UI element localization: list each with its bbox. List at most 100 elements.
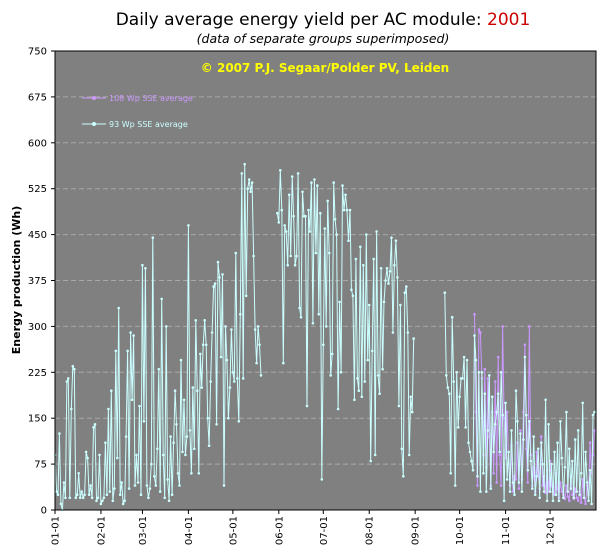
data-point	[449, 472, 453, 475]
data-point	[259, 374, 263, 377]
data-point	[215, 423, 218, 426]
data-point	[476, 475, 479, 478]
y-tick-label: 600	[28, 138, 47, 149]
data-point	[188, 429, 192, 432]
data-point	[107, 407, 110, 411]
data-point	[193, 447, 196, 451]
legend-marker	[92, 96, 96, 100]
data-point	[593, 429, 596, 432]
data-point	[120, 481, 123, 484]
data-point	[501, 325, 504, 328]
data-point	[129, 331, 132, 334]
y-tick-label: 525	[28, 184, 47, 195]
data-point	[185, 435, 189, 438]
data-point	[216, 260, 220, 264]
data-point	[526, 468, 530, 472]
data-point	[405, 285, 408, 288]
data-point	[296, 172, 300, 175]
data-point	[376, 374, 380, 377]
data-point	[197, 472, 201, 475]
y-axis-label: Energy production (Wh)	[10, 206, 23, 354]
data-point	[347, 239, 350, 242]
data-point	[130, 398, 134, 402]
data-point	[151, 236, 155, 239]
data-point	[133, 484, 137, 487]
data-point	[160, 297, 163, 301]
data-point	[114, 349, 118, 353]
data-point	[77, 472, 80, 475]
x-tick-label: 05-01	[228, 516, 239, 545]
data-point	[384, 279, 387, 282]
data-point	[178, 484, 181, 487]
data-point	[117, 306, 120, 310]
data-point	[182, 398, 186, 402]
data-point	[153, 475, 156, 478]
data-point	[513, 493, 516, 497]
data-point	[590, 502, 593, 506]
data-point	[279, 169, 282, 172]
data-point	[584, 450, 587, 454]
data-point	[135, 453, 138, 457]
y-axis-ticks: 0 75 150 225 300 375 450 525 600 675 750	[28, 47, 55, 517]
data-point	[566, 490, 570, 493]
data-point	[473, 334, 476, 337]
data-point	[443, 291, 447, 295]
chart-title: Daily average energy yield per AC module…	[116, 10, 531, 30]
data-point	[356, 377, 359, 380]
data-point	[505, 410, 509, 414]
data-point	[526, 481, 530, 484]
data-point	[93, 423, 97, 426]
data-point	[332, 181, 336, 184]
data-point	[387, 282, 390, 285]
data-point	[532, 435, 535, 438]
data-point	[56, 493, 60, 497]
data-point	[98, 453, 101, 457]
data-point	[163, 496, 166, 500]
data-point	[464, 426, 467, 429]
data-point	[486, 377, 490, 380]
data-point	[560, 456, 564, 460]
data-point	[335, 233, 338, 236]
data-point	[588, 468, 592, 472]
data-point	[147, 496, 150, 500]
data-point	[538, 496, 541, 500]
data-point	[90, 496, 94, 500]
data-point	[403, 291, 407, 295]
data-point	[108, 490, 112, 493]
data-point	[73, 367, 76, 371]
data-point	[196, 389, 199, 393]
data-point	[502, 416, 506, 420]
data-point	[496, 392, 500, 396]
data-point	[234, 251, 238, 255]
data-point	[338, 300, 341, 304]
data-point	[124, 435, 128, 438]
x-tick-label: 08-01	[365, 516, 376, 545]
data-point	[64, 496, 67, 500]
data-point	[488, 374, 491, 377]
data-point	[71, 364, 75, 368]
data-point	[453, 484, 457, 487]
data-point	[287, 193, 291, 197]
data-point	[535, 450, 538, 454]
data-point	[252, 254, 255, 258]
data-point	[167, 499, 171, 503]
x-tick-label: 01-01	[51, 516, 62, 545]
data-point	[477, 328, 481, 331]
data-point	[317, 312, 321, 316]
data-point	[313, 178, 316, 181]
data-point	[324, 325, 328, 328]
data-point	[582, 496, 586, 500]
data-point	[301, 190, 304, 194]
data-point	[568, 499, 571, 503]
data-point	[150, 462, 153, 466]
data-point	[522, 438, 525, 441]
data-point	[507, 450, 510, 454]
data-point	[486, 429, 490, 432]
y-tick-label: 300	[28, 322, 47, 333]
data-point	[474, 358, 478, 362]
data-point	[566, 495, 570, 498]
data-point	[493, 380, 497, 383]
data-point	[333, 218, 337, 221]
data-point	[89, 484, 92, 487]
data-point	[563, 465, 567, 469]
